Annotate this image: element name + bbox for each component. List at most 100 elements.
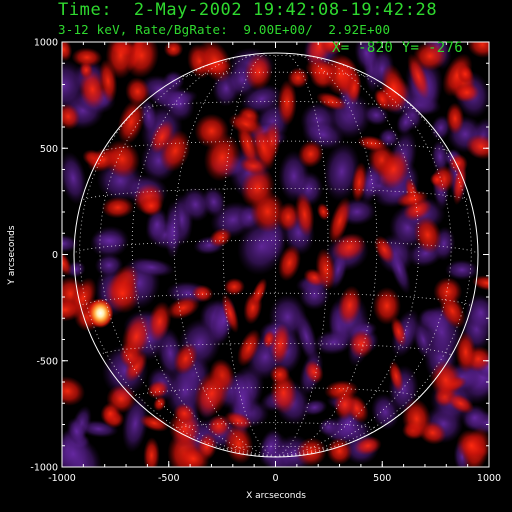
red-emission-blob [304,360,324,384]
red-emission-blob [316,202,331,221]
red-emission-blob [319,42,344,56]
purple-emission-blob [430,115,452,141]
red-emission-blob [209,227,233,248]
purple-emission-blob [354,42,379,72]
red-emission-blob [71,47,103,68]
red-emission-blob [337,285,362,326]
high-intensity-features [62,42,489,467]
red-emission-blob [413,216,442,254]
latitude-line [132,101,419,111]
x-axis: -1000 -500 0 500 1000 [48,42,501,484]
cursor-coordinates-readout: X= -820 Y= -276 [332,40,463,56]
longitude-line [275,60,472,457]
red-emission-blob [153,396,167,412]
red-emission-blob [203,133,241,182]
purple-emission-blob [163,85,195,122]
purple-emission-blob [396,109,416,136]
purple-emission-blob [237,217,286,276]
red-emission-blob [270,323,291,365]
latitude-line [131,387,420,398]
red-emission-blob [277,79,297,126]
red-emission-blob [328,196,352,245]
purple-emission-blob [129,257,175,277]
red-emission-blob [166,296,200,320]
red-emission-blob [454,82,480,103]
y-axis-title: Y arcseconds [7,225,17,285]
red-emission-blob [297,140,324,168]
red-emission-blob [315,248,336,291]
red-emission-blob [357,135,388,152]
y-tick-label: -1000 [30,463,58,474]
red-emission-blob [447,393,475,414]
red-emission-blob [240,167,275,209]
red-emission-blob [101,196,135,219]
x-tick-label: 0 [272,473,278,484]
y-tick-label: 1000 [34,38,58,49]
purple-emission-blob [91,231,127,250]
longitude-line [131,53,276,457]
red-emission-blob [62,297,83,322]
red-emission-blob [390,316,407,347]
red-emission-blob [224,411,253,430]
red-emission-blob [430,360,462,400]
purple-emission-blob [164,201,182,260]
red-emission-blob [62,376,86,406]
energy-rate-subtitle: 3-12 keV, Rate/BgRate: 9.00E+00/ 2.92E+0… [58,22,391,37]
red-emission-blob [445,102,465,135]
x-axis-title: X arcseconds [246,491,306,501]
purple-emission-blob [444,259,479,281]
red-emission-blob [104,273,141,314]
red-emission-blob [348,329,374,359]
longitude-line [79,60,276,457]
red-emission-blob [294,192,315,237]
red-emission-blob [396,190,429,208]
red-emission-blob [295,437,327,467]
red-emission-blob [372,286,402,325]
red-emission-blob [407,53,430,100]
red-emission-blob [354,436,382,456]
observation-time-title: Time: 2-May-2002 19:42:08-19:42:28 [58,0,438,20]
red-emission-blob [401,398,432,440]
red-emission-blob [62,42,73,62]
red-emission-blob [193,369,230,418]
purple-emission-blob [62,234,79,253]
red-emission-blob [277,244,301,282]
bright-flare-source [87,298,114,329]
y-tick-label: -500 [36,356,58,367]
red-emission-blob [173,403,196,424]
red-emission-blob [191,284,214,303]
red-emission-blob [139,195,164,217]
red-emission-blob [62,250,72,277]
red-emission-blob [173,342,198,375]
intensity-map [62,42,489,467]
red-emission-blob [316,92,347,111]
red-emission-blob [467,42,489,59]
red-emission-blob [251,124,276,171]
red-emission-blob [276,202,300,232]
red-emission-blob [244,53,273,91]
red-emission-blob [146,380,169,399]
purple-emission-blob [66,417,87,446]
red-emission-blob [351,162,368,203]
red-emission-blob [429,172,445,187]
red-emission-blob [147,301,172,342]
red-emission-blob [388,360,404,392]
red-emission-blob [269,364,291,385]
red-emission-blob [100,402,121,425]
red-emission-blob [237,329,261,367]
longitude-line [275,53,420,457]
purple-emission-blob [180,187,211,222]
x-tick-label: -1000 [48,473,76,484]
red-emission-blob [221,293,240,334]
red-emission-blob [198,42,233,83]
red-emission-blob [377,149,410,190]
red-emission-blob [224,423,254,465]
red-emission-blob [305,58,339,83]
red-emission-blob [103,139,141,179]
y-tick-label: 500 [40,144,58,155]
x-tick-label: 1000 [477,473,501,484]
red-emission-blob [331,232,367,262]
red-emission-blob [251,278,268,307]
